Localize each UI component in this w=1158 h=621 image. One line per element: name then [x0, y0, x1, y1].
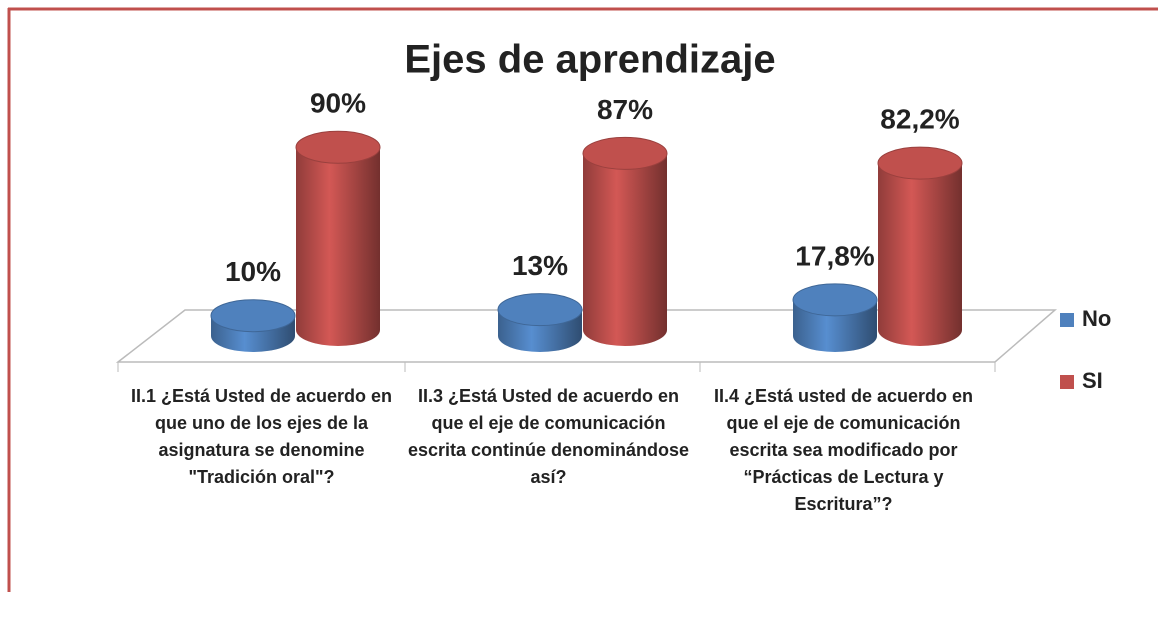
legend-swatch	[1060, 313, 1074, 327]
x-tick-label: II.1 ¿Está Usted de acuerdo en que uno d…	[130, 386, 393, 487]
bar	[878, 163, 962, 346]
data-label: 13%	[512, 250, 568, 281]
chart-title: Ejes de aprendizaje	[404, 38, 775, 82]
data-label: 10%	[225, 256, 281, 287]
bar-top	[582, 136, 668, 170]
data-label: 87%	[597, 94, 653, 125]
data-label: 82,2%	[880, 104, 959, 135]
data-label: 17,8%	[795, 240, 874, 271]
data-label: 90%	[310, 88, 366, 119]
bar-top	[792, 283, 878, 317]
floor	[115, 309, 1058, 363]
bar-top	[210, 299, 296, 333]
x-tick-label: II.3 ¿Está Usted de acuerdo en que el ej…	[407, 386, 690, 487]
bar	[296, 147, 380, 346]
x-tick-label: II.4 ¿Está usted de acuerdo en que el ej…	[713, 386, 974, 514]
legend-label: No	[1082, 306, 1111, 331]
legend-swatch	[1060, 375, 1074, 389]
bar-top	[497, 293, 583, 327]
bar	[583, 153, 667, 346]
bar-top	[295, 130, 381, 164]
legend-label: SI	[1082, 368, 1103, 393]
bar-top	[877, 146, 963, 180]
